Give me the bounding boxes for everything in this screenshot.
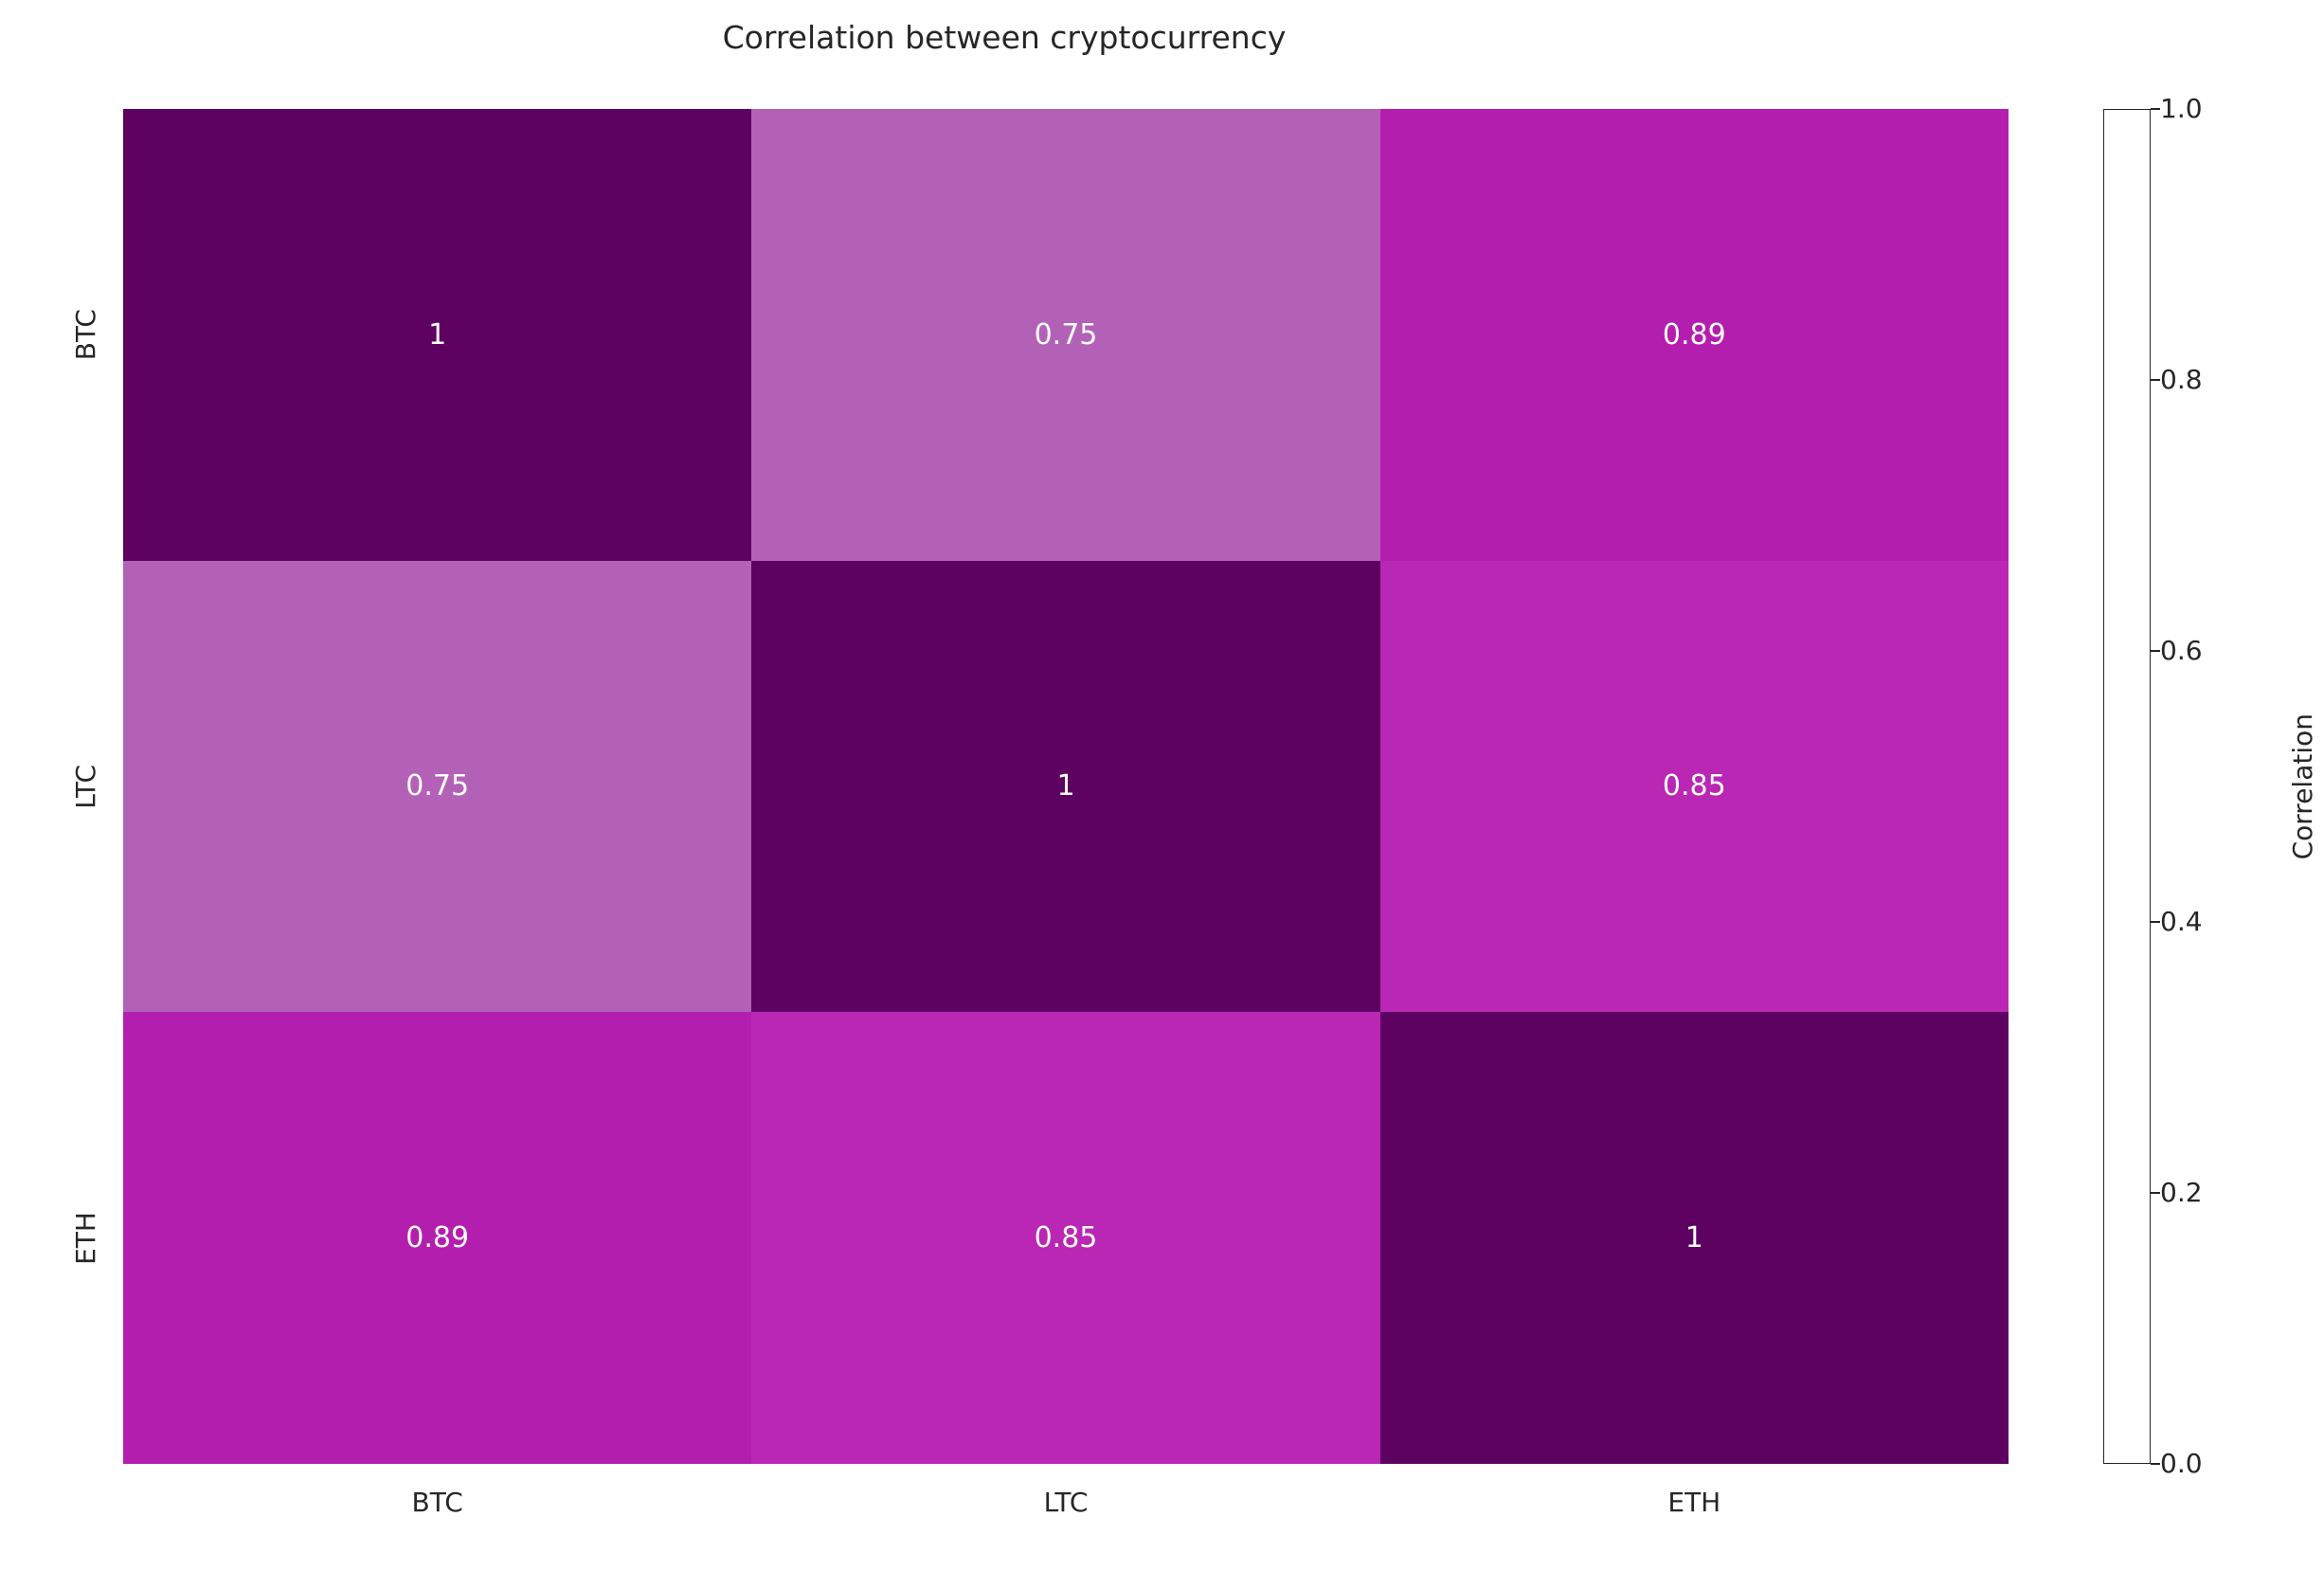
colorbar-tick-mark bbox=[2151, 1192, 2160, 1194]
colorbar-tick: 0.6 bbox=[2160, 635, 2203, 666]
heatmap-cell: 0.85 bbox=[1380, 561, 2009, 1013]
y-axis-ticks: BTC LTC ETH bbox=[57, 109, 114, 1464]
x-tick: LTC bbox=[751, 1478, 1379, 1525]
y-tick-label: ETH bbox=[70, 1212, 101, 1265]
heatmap-cell: 1 bbox=[123, 109, 751, 561]
x-tick: BTC bbox=[123, 1478, 751, 1525]
colorbar-label: Correlation bbox=[2283, 109, 2321, 1464]
y-tick-label: LTC bbox=[70, 765, 101, 809]
heatmap-cell: 0.89 bbox=[123, 1012, 751, 1464]
colorbar-tick-mark bbox=[2151, 650, 2160, 652]
heatmap-cell: 0.85 bbox=[751, 1012, 1379, 1464]
x-tick: ETH bbox=[1380, 1478, 2009, 1525]
heatmap-grid: 10.750.890.7510.850.890.851 bbox=[123, 109, 2009, 1464]
colorbar-tick: 0.4 bbox=[2160, 906, 2203, 937]
heatmap-cell: 0.75 bbox=[123, 561, 751, 1013]
colorbar-tick: 0.0 bbox=[2160, 1448, 2203, 1479]
colorbar-tick-labels: 0.00.20.40.60.81.0 bbox=[2160, 109, 2255, 1464]
colorbar-tick: 0.2 bbox=[2160, 1177, 2203, 1208]
heatmap-cell: 0.89 bbox=[1380, 109, 2009, 561]
chart-page: Correlation between cryptocurrency BTCLT… bbox=[0, 0, 2324, 1588]
colorbar-tick-mark bbox=[2151, 108, 2160, 110]
y-tick: ETH bbox=[57, 1012, 114, 1464]
colorbar-tick: 0.8 bbox=[2160, 364, 2203, 395]
heatmap-cell: 1 bbox=[1380, 1012, 2009, 1464]
colorbar-label-text: Correlation bbox=[2287, 713, 2318, 859]
colorbar-tick-mark bbox=[2151, 1463, 2160, 1465]
heatmap-cell: 0.75 bbox=[751, 109, 1379, 561]
colorbar bbox=[2103, 109, 2151, 1464]
y-tick-label: BTC bbox=[70, 309, 101, 360]
colorbar-tick: 1.0 bbox=[2160, 93, 2203, 124]
x-axis-ticks: BTCLTCETH bbox=[123, 1478, 2009, 1525]
y-tick: BTC bbox=[57, 109, 114, 561]
chart-title: Correlation between cryptocurrency bbox=[0, 19, 2009, 56]
y-tick: LTC bbox=[57, 561, 114, 1013]
colorbar-tick-mark bbox=[2151, 379, 2160, 381]
colorbar-tick-mark bbox=[2151, 921, 2160, 923]
colorbar-gradient bbox=[2103, 109, 2151, 1464]
heatmap-plot-area: 10.750.890.7510.850.890.851 bbox=[123, 109, 2009, 1464]
heatmap-cell: 1 bbox=[751, 561, 1379, 1013]
